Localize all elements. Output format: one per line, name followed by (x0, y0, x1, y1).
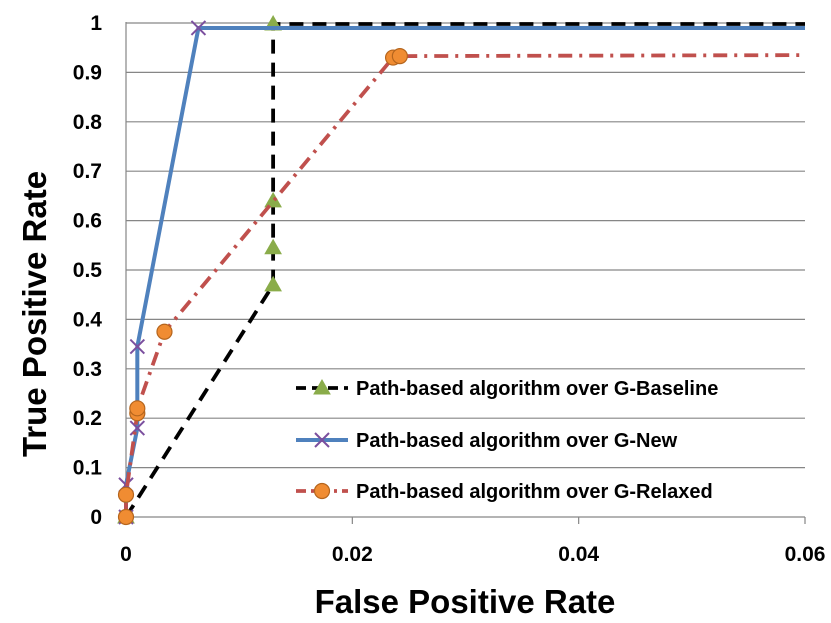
y-tick-label: 0 (90, 506, 102, 529)
legend-swatch-marker (313, 378, 331, 395)
series-line-3 (124, 53, 806, 517)
y-tick-label: 0.3 (73, 358, 102, 381)
data-point-3 (156, 323, 173, 340)
x-marker-stroke (314, 432, 330, 448)
x-tick-label: 0.04 (558, 543, 599, 566)
y-tick-label: 0.8 (73, 111, 103, 134)
series-group (117, 14, 806, 526)
data-point-1 (264, 238, 282, 255)
x-tick-label: 0.02 (332, 543, 373, 566)
legend-label: Path-based algorithm over G-Baseline (356, 378, 718, 400)
x-marker-stroke (190, 20, 207, 36)
data-point-3 (117, 508, 135, 526)
y-tick-label: 1 (90, 12, 102, 35)
y-tick-label: 0.1 (73, 457, 103, 480)
x-marker-stroke (129, 420, 146, 436)
y-axis-title: True Positive Rate (16, 171, 53, 457)
legend-entry-1: Path-based algorithm over G-Baseline (296, 378, 718, 400)
y-tick-label: 0.6 (73, 210, 102, 233)
data-point-2 (129, 338, 146, 355)
legend-entry-2: Path-based algorithm over G-New (296, 430, 678, 452)
y-tick-label: 0.7 (73, 160, 102, 183)
legend-label: Path-based algorithm over G-Relaxed (356, 481, 713, 503)
data-point-3 (391, 47, 408, 65)
y-tick-label: 0.9 (73, 61, 102, 84)
x-axis-title: False Positive Rate (315, 583, 616, 620)
legend-entry-3: Path-based algorithm over G-Relaxed (296, 481, 713, 503)
data-point-2 (190, 20, 207, 36)
y-tick-label: 0.4 (73, 308, 103, 331)
series-line-1 (124, 22, 805, 519)
legend-swatch-marker (313, 482, 331, 500)
gridlines (126, 22, 805, 469)
legend: Path-based algorithm over G-Baseline Path… (296, 378, 718, 503)
data-point-2 (129, 420, 146, 436)
y-tick-label: 0.2 (73, 407, 102, 430)
legend-swatch-marker (314, 432, 330, 448)
data-point-3 (129, 400, 146, 417)
legend-label: Path-based algorithm over G-New (356, 430, 678, 452)
data-point-3 (117, 486, 135, 503)
data-point-1 (264, 275, 282, 292)
y-tick-label: 0.5 (73, 259, 103, 282)
data-point-1 (264, 191, 282, 208)
x-marker-stroke (129, 338, 146, 355)
x-tick-label: 0 (120, 543, 132, 566)
series-3 (117, 47, 806, 526)
tick-labels: 0 0.1 0.2 0.3 0.4 0.5 0.6 0.7 0.8 0.9 1 0 0.02 0.04 0.… (73, 12, 826, 566)
x-tick-label: 0.06 (785, 543, 826, 566)
